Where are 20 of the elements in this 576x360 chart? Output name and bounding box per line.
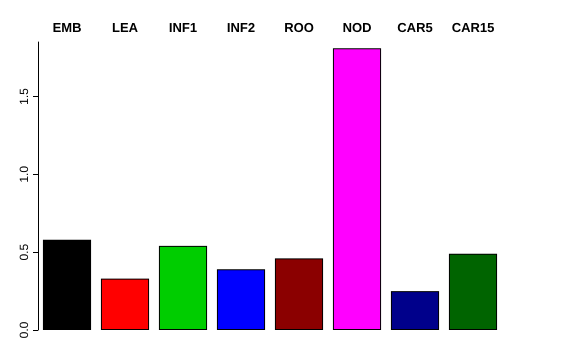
x-tick-label: INF2 (226, 20, 256, 35)
bar (216, 269, 266, 330)
bar (274, 258, 324, 330)
y-tick-label: 0.0 (17, 321, 31, 338)
y-tick-label: 1.0 (17, 166, 31, 183)
y-tick-label: 1.5 (17, 88, 31, 105)
y-tick-label: 0.5 (17, 244, 31, 261)
x-tick-label: CAR5 (397, 20, 433, 35)
bar (158, 246, 208, 330)
x-tick-label: LEA (112, 20, 139, 35)
bar (100, 278, 150, 330)
bar (390, 291, 440, 330)
bar (448, 254, 498, 330)
bar (42, 240, 92, 330)
x-tick-label: INF1 (168, 20, 198, 35)
x-tick-label: CAR15 (452, 20, 494, 35)
bar (332, 48, 382, 330)
x-tick-label: NOD (342, 20, 372, 35)
x-tick-label: EMB (52, 20, 82, 35)
x-tick-label: ROO (284, 20, 314, 35)
